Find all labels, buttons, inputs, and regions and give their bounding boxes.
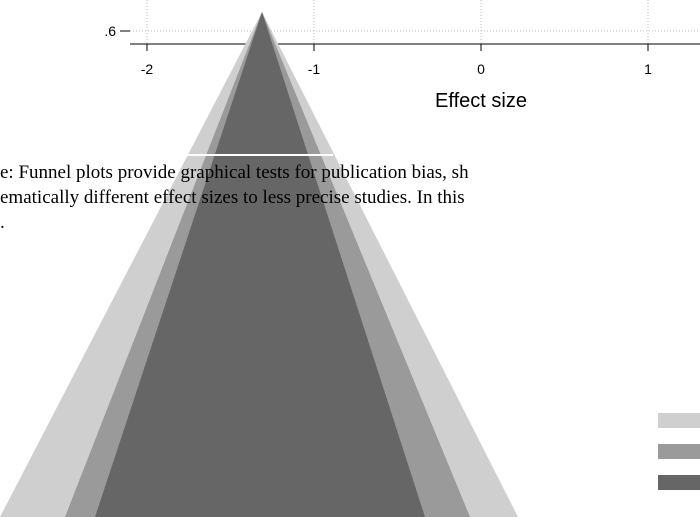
- x-tick-label: 1: [644, 61, 652, 77]
- caption-line: .: [0, 212, 5, 233]
- x-tick-label: 0: [477, 61, 485, 77]
- caption-line: e: Funnel plots provide graphical tests …: [0, 162, 469, 183]
- x-tick-label: -2: [141, 61, 154, 77]
- legend-swatch: [658, 413, 700, 428]
- caption: e: Funnel plots provide graphical tests …: [0, 162, 469, 233]
- x-axis-label: Effect size: [435, 90, 527, 112]
- funnel-inner: [95, 12, 425, 517]
- legend-swatch: [658, 444, 700, 459]
- x-tick-label: -1: [308, 61, 321, 77]
- legend-swatch: [658, 475, 700, 490]
- caption-line: ematically different effect sizes to les…: [0, 187, 465, 208]
- y-tick-label: .6: [104, 23, 116, 39]
